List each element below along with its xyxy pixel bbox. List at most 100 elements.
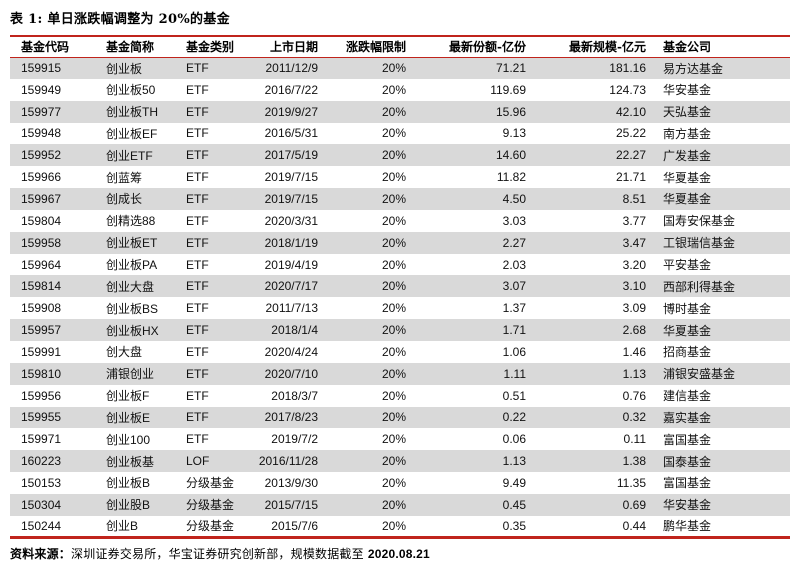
cell-type: ETF: [186, 257, 209, 272]
cell-code: 159952: [21, 148, 62, 163]
cell-date: 2020/7/17: [264, 279, 318, 294]
table-row: 159814 创业大盘 ETF 2020/7/17 20% 3.07 3.10 西部利得基金: [10, 275, 790, 298]
cell-scale: 0.44: [622, 518, 646, 533]
cell-date: 2019/7/15: [264, 191, 318, 206]
source-date: 2020.08.21: [367, 547, 430, 561]
header-row: 基金代码 基金简称 基金类别 上市日期 涨跌幅限制 最新份额-亿份 最新规模-亿元 基金公司: [10, 36, 790, 57]
cell-limit: 20%: [381, 213, 406, 228]
cell-type: ETF: [186, 148, 209, 163]
cell-date: 2019/7/15: [264, 170, 318, 185]
table-row: 159956 创业板F ETF 2018/3/7 20% 0.51 0.76 建信基金: [10, 385, 790, 407]
cell-limit: 20%: [381, 126, 406, 141]
cell-name: 创业板: [106, 61, 143, 76]
cell-date: 2020/3/31: [264, 213, 318, 228]
cell-code: 159804: [21, 213, 62, 228]
cell-name: 创业B: [106, 519, 139, 534]
table-row: 159977 创业板TH ETF 2019/9/27 20% 15.96 42.10 天弘基金: [10, 100, 790, 123]
cell-limit: 20%: [381, 518, 406, 533]
cell-name: 创业板EF: [106, 126, 158, 141]
cell-limit: 20%: [381, 148, 406, 163]
cell-scale: 2.68: [622, 323, 646, 338]
cell-name: 创业板TH: [106, 105, 158, 120]
cell-code: 150153: [21, 475, 62, 490]
cell-date: 2015/7/15: [264, 497, 318, 512]
column-header-code: 基金代码: [21, 40, 70, 55]
cell-type: 分级基金: [186, 519, 235, 534]
cell-shares: 15.96: [495, 104, 526, 119]
cell-company: 南方基金: [663, 126, 712, 141]
cell-shares: 119.69: [490, 82, 526, 97]
cell-company: 华夏基金: [663, 170, 712, 185]
cell-code: 159991: [21, 344, 62, 359]
cell-date: 2019/7/2: [271, 432, 318, 447]
cell-name: 创业ETF: [106, 148, 153, 163]
cell-date: 2018/1/4: [271, 323, 318, 338]
cell-name: 创业大盘: [106, 279, 155, 294]
cell-type: 分级基金: [186, 476, 235, 491]
table-row: 159948 创业板EF ETF 2016/5/31 20% 9.13 25.22 南方基金: [10, 123, 790, 145]
cell-date: 2016/7/22: [264, 82, 318, 97]
cell-name: 创业板E: [106, 410, 151, 425]
table-row: 159915 创业板 ETF 2011/12/9 20% 71.21 181.16 易方达基金: [10, 57, 790, 79]
cell-limit: 20%: [381, 257, 406, 272]
cell-scale: 42.10: [615, 104, 646, 119]
cell-limit: 20%: [381, 170, 406, 185]
table-row: 159966 创蓝筹 ETF 2019/7/15 20% 11.82 21.71 华夏基金: [10, 166, 790, 188]
cell-shares: 3.07: [502, 279, 526, 294]
cell-name: 创业板ET: [106, 236, 158, 251]
cell-code: 159964: [21, 257, 62, 272]
cell-company: 华安基金: [663, 83, 712, 98]
cell-scale: 3.47: [622, 235, 646, 250]
cell-scale: 181.16: [609, 61, 646, 76]
table-row: 150244 创业B 分级基金 2015/7/6 20% 0.35 0.44 鹏华基金: [10, 516, 790, 538]
cell-date: 2016/11/28: [258, 454, 318, 469]
cell-company: 工银瑞信基金: [663, 236, 736, 251]
cell-company: 西部利得基金: [663, 279, 736, 294]
cell-scale: 0.32: [622, 410, 646, 425]
cell-company: 平安基金: [663, 258, 712, 273]
cell-shares: 3.03: [502, 213, 526, 228]
cell-code: 160223: [21, 454, 62, 469]
cell-name: 创业板50: [106, 83, 156, 98]
cell-type: ETF: [186, 235, 209, 250]
cell-type: ETF: [186, 191, 209, 206]
cell-date: 2017/5/19: [264, 148, 318, 163]
cell-shares: 11.82: [496, 170, 526, 185]
cell-name: 浦银创业: [106, 367, 155, 382]
table-row: 159949 创业板50 ETF 2016/7/22 20% 119.69 124.73 华安…: [10, 79, 790, 101]
cell-shares: 0.45: [502, 497, 526, 512]
table-body: 159915 创业板 ETF 2011/12/9 20% 71.21 181.16 易方达基金…: [10, 57, 790, 538]
cell-scale: 124.73: [609, 82, 646, 97]
cell-type: ETF: [186, 61, 209, 76]
cell-shares: 0.35: [502, 518, 526, 533]
cell-limit: 20%: [381, 454, 406, 469]
table-row: 150304 创业股B 分级基金 2015/7/15 20% 0.45 0.69 华安基金: [10, 493, 790, 516]
table-row: 159955 创业板E ETF 2017/8/23 20% 0.22 0.32 嘉实基金: [10, 406, 790, 429]
cell-limit: 20%: [381, 323, 406, 338]
table-row: 159991 创大盘 ETF 2020/4/24 20% 1.06 1.46 招商基金: [10, 341, 790, 363]
cell-date: 2019/9/27: [264, 104, 318, 119]
cell-name: 创业板PA: [106, 258, 158, 273]
cell-company: 广发基金: [663, 148, 712, 163]
table-row: 159952 创业ETF ETF 2017/5/19 20% 14.60 22.27 广发基金: [10, 144, 790, 167]
cell-shares: 2.03: [502, 257, 526, 272]
cell-company: 嘉实基金: [663, 410, 712, 425]
cell-type: ETF: [186, 279, 209, 294]
cell-scale: 3.09: [622, 301, 646, 316]
table-title: 表 1: 单日涨跌幅调整为 20%的基金: [10, 12, 230, 27]
cell-limit: 20%: [381, 432, 406, 447]
cell-type: ETF: [186, 323, 209, 338]
cell-date: 2019/4/19: [264, 257, 318, 272]
cell-date: 2013/9/30: [264, 475, 318, 490]
column-header-name: 基金简称: [106, 40, 155, 55]
cell-code: 159977: [21, 104, 62, 119]
cell-scale: 0.69: [622, 497, 646, 512]
cell-scale: 3.77: [622, 213, 646, 228]
cell-shares: 1.71: [502, 323, 526, 338]
cell-limit: 20%: [381, 388, 406, 403]
cell-shares: 1.11: [503, 366, 526, 381]
cell-shares: 4.50: [502, 191, 526, 206]
cell-shares: 9.13: [502, 126, 526, 141]
cell-scale: 1.38: [622, 454, 646, 469]
cell-scale: 25.22: [615, 126, 646, 141]
